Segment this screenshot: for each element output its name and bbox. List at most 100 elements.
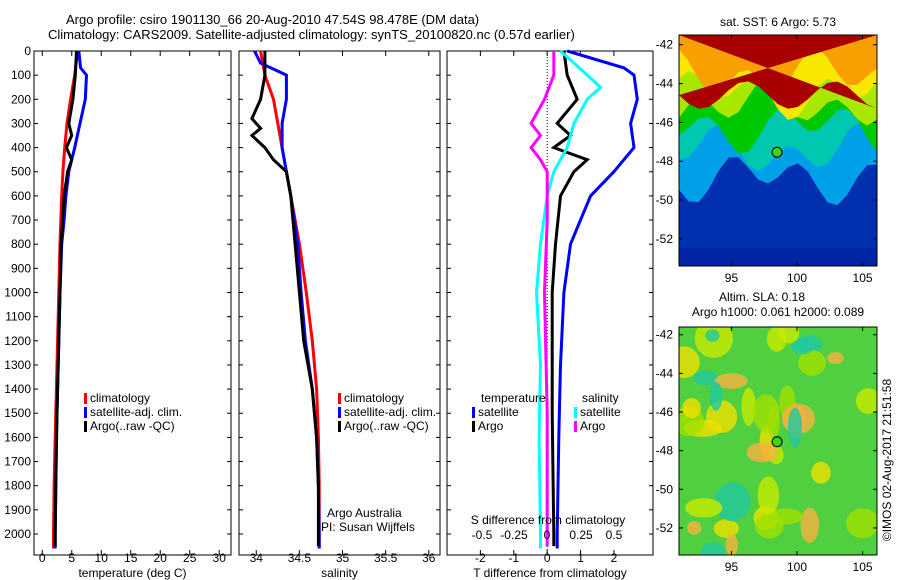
map-x-tick-label: 105 bbox=[853, 560, 873, 574]
series-line-climatology bbox=[259, 50, 321, 549]
legend-title-temperature: temperature bbox=[481, 391, 546, 405]
y-tick-label: 1700 bbox=[4, 455, 31, 469]
y-tick-label: 200 bbox=[11, 92, 31, 106]
map-y-tick-label: -50 bbox=[656, 482, 674, 496]
x2-tick-label: 0 bbox=[544, 528, 551, 542]
legend-label: Argo(..raw -QC) bbox=[90, 419, 175, 433]
y-tick-label: 300 bbox=[11, 116, 31, 130]
x2-tick-label: -0.5 bbox=[472, 528, 493, 542]
map-y-tick-label: -48 bbox=[656, 154, 674, 168]
y-tick-label: 0 bbox=[24, 44, 31, 58]
y-tick-label: 1400 bbox=[4, 382, 31, 396]
y-tick-label: 900 bbox=[11, 261, 31, 275]
title-line1: Argo profile: csiro 1901130_66 20-Aug-20… bbox=[66, 12, 480, 27]
y-tick-label: 1900 bbox=[4, 503, 31, 517]
map-y-tick-label: -52 bbox=[656, 232, 674, 246]
y-tick-label: 1000 bbox=[4, 285, 31, 299]
map-image-2 bbox=[679, 327, 877, 555]
map-y-tick-label: -46 bbox=[656, 405, 674, 419]
x-tick-label: 36 bbox=[422, 551, 436, 565]
map-x-tick-label: 105 bbox=[853, 271, 873, 285]
map-y-tick-label: -42 bbox=[656, 38, 674, 52]
map1-title: sat. SST: 6 Argo: 5.73 bbox=[720, 15, 836, 29]
legend-label: Argo(..raw -QC) bbox=[344, 419, 429, 433]
legend-swatch bbox=[338, 407, 341, 418]
x-tick-label: 35.5 bbox=[374, 551, 398, 565]
x-tick-label: 34.5 bbox=[288, 551, 312, 565]
imos-watermark: ©IMOS 02-Aug-2017 21:51:58 bbox=[880, 379, 894, 542]
annotation-pi: PI: Susan Wijffels bbox=[321, 520, 415, 534]
x-tick-label: 10 bbox=[95, 551, 109, 565]
argo-float-marker bbox=[771, 146, 783, 158]
legend-swatch bbox=[84, 407, 87, 418]
legend-swatch bbox=[338, 393, 341, 404]
x-axis-label: salinity bbox=[321, 566, 358, 580]
annotation-argo-australia: Argo Australia bbox=[327, 506, 402, 520]
legend-swatch bbox=[472, 421, 475, 432]
legend-label: satellite-adj. clim. bbox=[90, 405, 182, 419]
y-tick-label: 500 bbox=[11, 165, 31, 179]
map-x-tick-label: 100 bbox=[787, 271, 807, 285]
y-tick-label: 1300 bbox=[4, 358, 31, 372]
map-y-tick-label: -50 bbox=[656, 193, 674, 207]
map-x-tick-label: 95 bbox=[725, 271, 739, 285]
legend-label: satellite-adj. clim. bbox=[344, 405, 436, 419]
series-line-argo-temperature bbox=[550, 50, 591, 547]
x-tick-label: 25 bbox=[183, 551, 197, 565]
x-axis-label: T difference from climatology bbox=[473, 566, 627, 580]
x2-tick-label: 0.25 bbox=[569, 528, 593, 542]
y-tick-label: 1600 bbox=[4, 430, 31, 444]
x-tick-label: 34 bbox=[250, 551, 264, 565]
legend-swatch bbox=[84, 421, 87, 432]
map-y-tick-label: -52 bbox=[656, 521, 674, 535]
legend-label: Argo bbox=[580, 419, 606, 433]
y-tick-label: 2000 bbox=[4, 527, 31, 541]
x2-tick-label: 0.5 bbox=[606, 528, 623, 542]
argo-float-marker bbox=[771, 436, 783, 448]
panel-frame-1 bbox=[33, 50, 232, 556]
x-tick-label: 35 bbox=[336, 551, 350, 565]
map-y-tick-label: -44 bbox=[656, 366, 674, 380]
map-y-tick-label: -46 bbox=[656, 115, 674, 129]
legend-swatch bbox=[574, 407, 577, 418]
legend-label: climatology bbox=[90, 391, 150, 405]
legend-label: climatology bbox=[344, 391, 404, 405]
title-line2: Climatology: CARS2009. Satellite-adjuste… bbox=[48, 27, 575, 42]
x2-tick-label: -0.25 bbox=[500, 528, 528, 542]
y-tick-label: 600 bbox=[11, 189, 31, 203]
y-tick-label: 1100 bbox=[5, 310, 31, 324]
y-tick-label: 1500 bbox=[4, 406, 31, 420]
y-tick-label: 1800 bbox=[4, 479, 31, 493]
series-line-satellite-salinity bbox=[534, 49, 603, 549]
x-tick-label: -1 bbox=[508, 551, 519, 565]
series-line-satelliteadjclim bbox=[253, 50, 321, 549]
legend-title-salinity: salinity bbox=[582, 391, 619, 405]
y-tick-label: 100 bbox=[11, 68, 31, 82]
map-x-tick-label: 95 bbox=[725, 560, 739, 574]
x-tick-label: 2 bbox=[611, 551, 618, 565]
y-tick-label: 700 bbox=[11, 213, 31, 227]
x-tick-label: 5 bbox=[68, 551, 75, 565]
map-y-tick-label: -44 bbox=[656, 77, 674, 91]
legend-label: satellite bbox=[580, 405, 621, 419]
y-tick-label: 800 bbox=[11, 237, 31, 251]
series-line-argorawqc bbox=[249, 51, 320, 547]
legend-label: satellite bbox=[478, 405, 519, 419]
legend-swatch bbox=[84, 393, 87, 404]
map-y-tick-label: -48 bbox=[656, 444, 674, 458]
panel-frame-2 bbox=[238, 50, 441, 556]
panel-frame-3 bbox=[446, 50, 654, 556]
x-tick-label: 30 bbox=[213, 551, 227, 565]
map-frame-2 bbox=[678, 326, 878, 556]
x-tick-label: -2 bbox=[475, 551, 486, 565]
map2-title-line2: Argo h1000: 0.061 h2000: 0.089 bbox=[692, 305, 864, 319]
legend-swatch bbox=[472, 407, 475, 418]
legend-label: Argo bbox=[478, 419, 504, 433]
map2-title-line1: Altim. SLA: 0.18 bbox=[719, 290, 805, 304]
legend-swatch bbox=[574, 421, 577, 432]
x-tick-label: 0 bbox=[544, 551, 551, 565]
y-tick-label: 1200 bbox=[4, 334, 31, 348]
map-y-tick-label: -42 bbox=[656, 328, 674, 342]
